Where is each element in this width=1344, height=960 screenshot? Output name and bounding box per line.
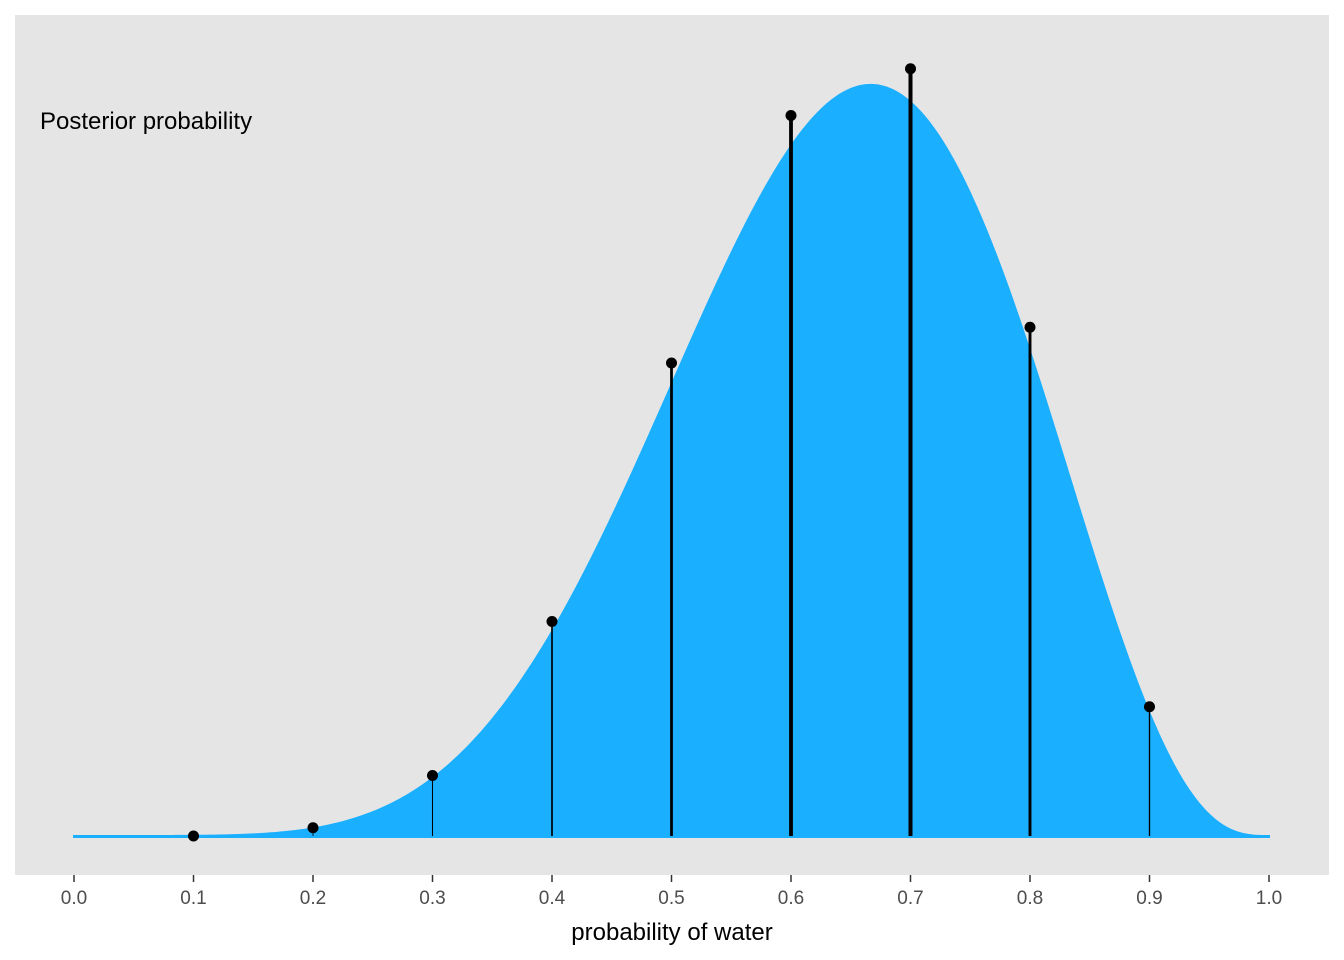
data-point <box>1144 701 1155 713</box>
x-tick-label: 1.0 <box>1256 888 1282 909</box>
data-point <box>905 63 916 75</box>
x-tick-label: 0.1 <box>180 888 206 909</box>
stem-layer <box>312 68 1151 836</box>
x-tick-label: 0.3 <box>419 888 445 909</box>
x-tick-label: 0.2 <box>300 888 326 909</box>
posterior-annotation: Posterior probability <box>40 108 252 135</box>
x-tick-label: 0.9 <box>1136 888 1162 909</box>
x-axis-title: probability of water <box>571 919 772 946</box>
x-tick-label: 0.0 <box>61 888 87 909</box>
x-tick-label: 0.4 <box>539 888 566 909</box>
x-tick-label: 0.8 <box>1017 888 1043 909</box>
data-point <box>188 830 199 842</box>
x-axis: 0.0 0.1 0.2 0.3 0.4 0.5 0.6 0.7 0.8 0.9 1.0 <box>61 875 1282 909</box>
x-tick-label: 0.6 <box>778 888 804 909</box>
data-point <box>785 110 797 121</box>
data-point <box>666 357 677 369</box>
data-point <box>427 770 438 781</box>
data-point <box>307 822 319 834</box>
x-tick-label: 0.5 <box>658 888 684 909</box>
x-tick-label: 0.7 <box>897 888 923 909</box>
point-layer <box>188 63 1155 842</box>
data-point <box>546 616 558 627</box>
data-point <box>1024 321 1036 333</box>
